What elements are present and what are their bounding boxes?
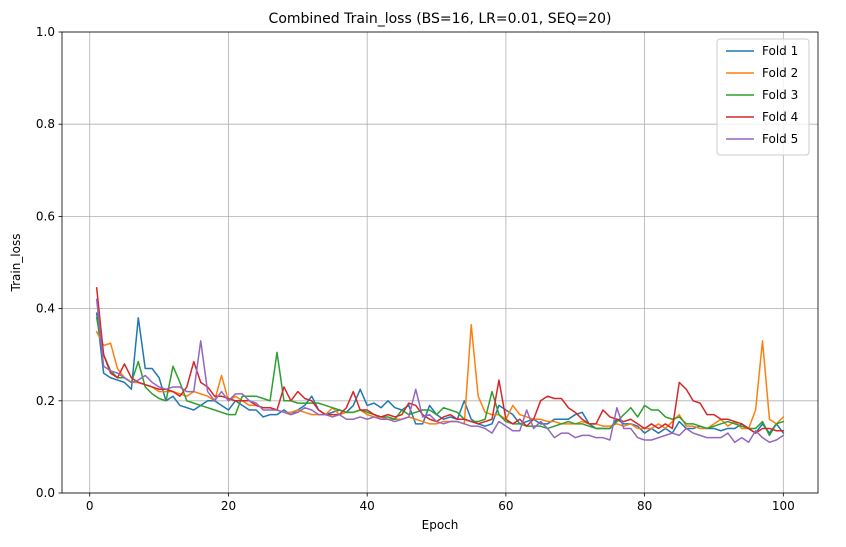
x-tick-label: 80 xyxy=(637,499,652,513)
legend-label: Fold 1 xyxy=(762,44,798,58)
legend: Fold 1 Fold 2 Fold 3 Fold 4 Fold 5 xyxy=(716,38,810,156)
plot-frame xyxy=(61,31,819,494)
y-tick-label: 1.0 xyxy=(36,25,55,39)
legend-label: Fold 5 xyxy=(762,132,798,146)
legend-label: Fold 2 xyxy=(762,66,798,80)
x-tick-label: 20 xyxy=(221,499,236,513)
x-tick-label: 60 xyxy=(498,499,513,513)
series-line-fold-1 xyxy=(95,312,785,435)
chart-title: Combined Train_loss (BS=16, LR=0.01, SEQ… xyxy=(269,11,612,27)
series-lines xyxy=(95,287,785,444)
y-axis-label: Train_loss xyxy=(9,234,23,293)
y-tick-label: 0.6 xyxy=(36,209,55,223)
legend-label: Fold 3 xyxy=(762,88,798,102)
series-line-fold-3 xyxy=(95,316,785,437)
x-tick-label: 0 xyxy=(86,499,94,513)
series-line-fold-4 xyxy=(95,287,785,434)
x-axis-label: Epoch xyxy=(422,518,459,532)
x-tick-label: 100 xyxy=(772,499,795,513)
legend-box xyxy=(716,38,810,156)
series-line-fold-5 xyxy=(95,298,785,444)
y-tick-label: 0.0 xyxy=(36,486,55,500)
legend-label: Fold 4 xyxy=(762,110,798,124)
axis-ticks: 0 20 40 60 80 100 0.0 0.2 0.4 0.6 0.8 1.0 xyxy=(36,25,795,513)
y-tick-label: 0.2 xyxy=(36,394,55,408)
y-tick-label: 0.4 xyxy=(36,302,55,316)
x-tick-label: 40 xyxy=(360,499,375,513)
y-tick-label: 0.8 xyxy=(36,117,55,131)
